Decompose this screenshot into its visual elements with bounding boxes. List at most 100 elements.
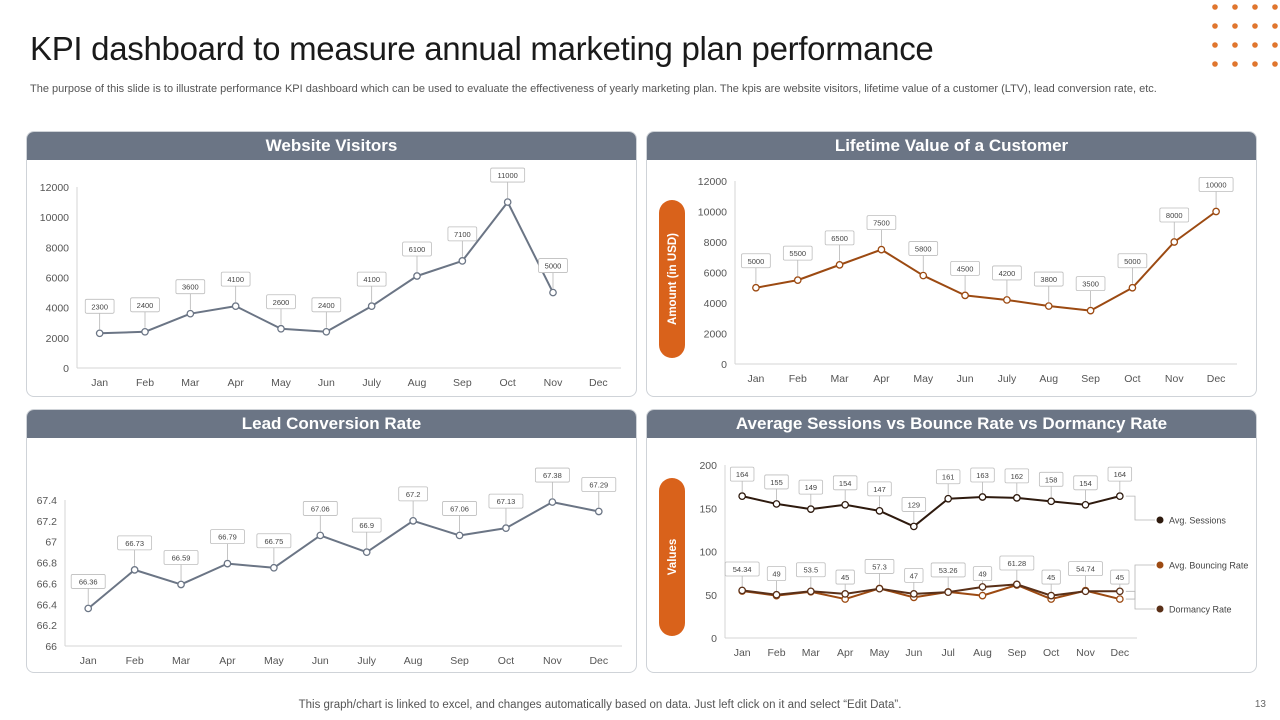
data-label: 67.29 xyxy=(589,480,608,489)
x-tick-label: Nov xyxy=(543,655,562,667)
x-tick-label: May xyxy=(870,647,891,659)
data-label-box xyxy=(581,477,617,492)
data-label: 61.28 xyxy=(1007,559,1026,568)
data-point xyxy=(549,288,557,297)
data-point xyxy=(503,198,512,206)
data-point xyxy=(875,506,884,515)
data-point xyxy=(231,302,240,311)
data-label-box xyxy=(970,467,995,483)
data-point xyxy=(367,302,376,311)
x-tick-label: Dec xyxy=(1207,373,1226,385)
data-label: 47 xyxy=(910,571,918,580)
lead-conversion-title: Lead Conversion Rate xyxy=(27,410,636,438)
data-point xyxy=(502,524,510,533)
data-label-box xyxy=(351,517,382,533)
y-tick-label: 67 xyxy=(45,537,57,549)
data-label-box xyxy=(1004,468,1030,484)
x-tick-label: Sep xyxy=(1081,373,1100,385)
data-label-box xyxy=(1107,466,1133,482)
x-tick-label: Sep xyxy=(1007,647,1026,659)
data-label-box xyxy=(1041,569,1061,585)
page-number: 13 xyxy=(1254,699,1266,710)
data-point xyxy=(944,588,953,597)
data-point xyxy=(806,505,815,513)
x-tick-label: Dec xyxy=(589,655,608,667)
data-label: 5000 xyxy=(545,262,562,271)
x-tick-label: May xyxy=(271,377,292,389)
data-point xyxy=(806,587,815,596)
y-tick-label: 66.2 xyxy=(37,620,58,632)
decor-dot xyxy=(1252,4,1258,10)
decor-dot xyxy=(1212,61,1218,67)
decor-dot xyxy=(1252,42,1258,48)
data-point xyxy=(978,493,987,501)
data-point xyxy=(772,590,781,599)
data-label: 2400 xyxy=(137,301,154,310)
data-label: 5000 xyxy=(1124,257,1141,266)
data-point xyxy=(1128,283,1137,292)
y-tick-label: 10000 xyxy=(40,212,69,224)
data-point xyxy=(752,283,760,292)
data-point xyxy=(909,522,918,531)
y-tick-label: 0 xyxy=(711,633,717,645)
data-label-box xyxy=(729,466,755,482)
y-tick-label: 12000 xyxy=(698,176,727,188)
x-tick-label: Feb xyxy=(136,377,154,389)
data-label-box xyxy=(402,241,432,257)
legend-label: Avg. Bouncing Rate xyxy=(1169,561,1248,571)
data-label: 45 xyxy=(1047,573,1055,582)
data-label-box xyxy=(311,297,342,313)
data-point xyxy=(1044,302,1053,310)
data-label: 49 xyxy=(772,570,780,579)
legend-leader-line xyxy=(1125,495,1155,521)
data-label-box xyxy=(534,467,570,483)
data-label-box xyxy=(210,529,245,545)
data-point xyxy=(772,500,781,508)
y-tick-label: 8000 xyxy=(704,237,728,249)
data-point xyxy=(1170,238,1179,246)
data-point xyxy=(875,584,884,593)
y-tick-label: 66.8 xyxy=(37,558,58,570)
x-tick-label: Nov xyxy=(1076,647,1095,659)
decor-dot xyxy=(1212,4,1218,10)
x-tick-label: Mar xyxy=(181,377,200,389)
data-label: 49 xyxy=(978,570,986,579)
x-tick-label: Oct xyxy=(498,655,514,667)
data-label: 67.13 xyxy=(497,497,516,506)
x-tick-label: Feb xyxy=(767,647,785,659)
data-label-box xyxy=(256,533,292,549)
data-label-box xyxy=(117,535,153,551)
y-tick-label: 12000 xyxy=(40,182,69,194)
data-label-box xyxy=(867,481,892,497)
lifetime-value-series-line xyxy=(755,210,1217,312)
legend-marker xyxy=(1156,605,1164,613)
x-tick-label: Apr xyxy=(837,647,854,659)
data-label-box xyxy=(864,559,895,574)
data-point xyxy=(409,517,417,525)
data-label-box xyxy=(824,230,855,246)
x-tick-label: Dec xyxy=(1110,647,1129,659)
x-tick-label: Jun xyxy=(312,655,329,667)
y-tick-label: 200 xyxy=(699,460,717,472)
data-label-box xyxy=(130,297,160,313)
data-label: 8000 xyxy=(1166,211,1183,220)
data-point xyxy=(793,276,802,284)
data-label: 53.5 xyxy=(804,566,819,575)
data-label: 45 xyxy=(841,573,849,582)
data-label: 67.06 xyxy=(450,504,469,513)
legend-leader-line xyxy=(1125,590,1155,610)
data-label-box xyxy=(490,167,526,183)
data-point xyxy=(961,291,969,300)
x-tick-label: Sep xyxy=(450,655,469,667)
data-label-box xyxy=(70,574,106,589)
y-tick-label: 150 xyxy=(699,503,717,515)
y-tick-label: 100 xyxy=(699,547,717,559)
x-tick-label: Jan xyxy=(80,655,97,667)
data-label: 2400 xyxy=(318,301,335,310)
x-tick-label: Dec xyxy=(589,377,608,389)
data-point xyxy=(1012,580,1021,589)
legend-leader-line xyxy=(1125,564,1155,600)
data-label-box xyxy=(796,562,826,578)
data-point xyxy=(841,500,850,509)
y-tick-label: 50 xyxy=(705,590,717,602)
